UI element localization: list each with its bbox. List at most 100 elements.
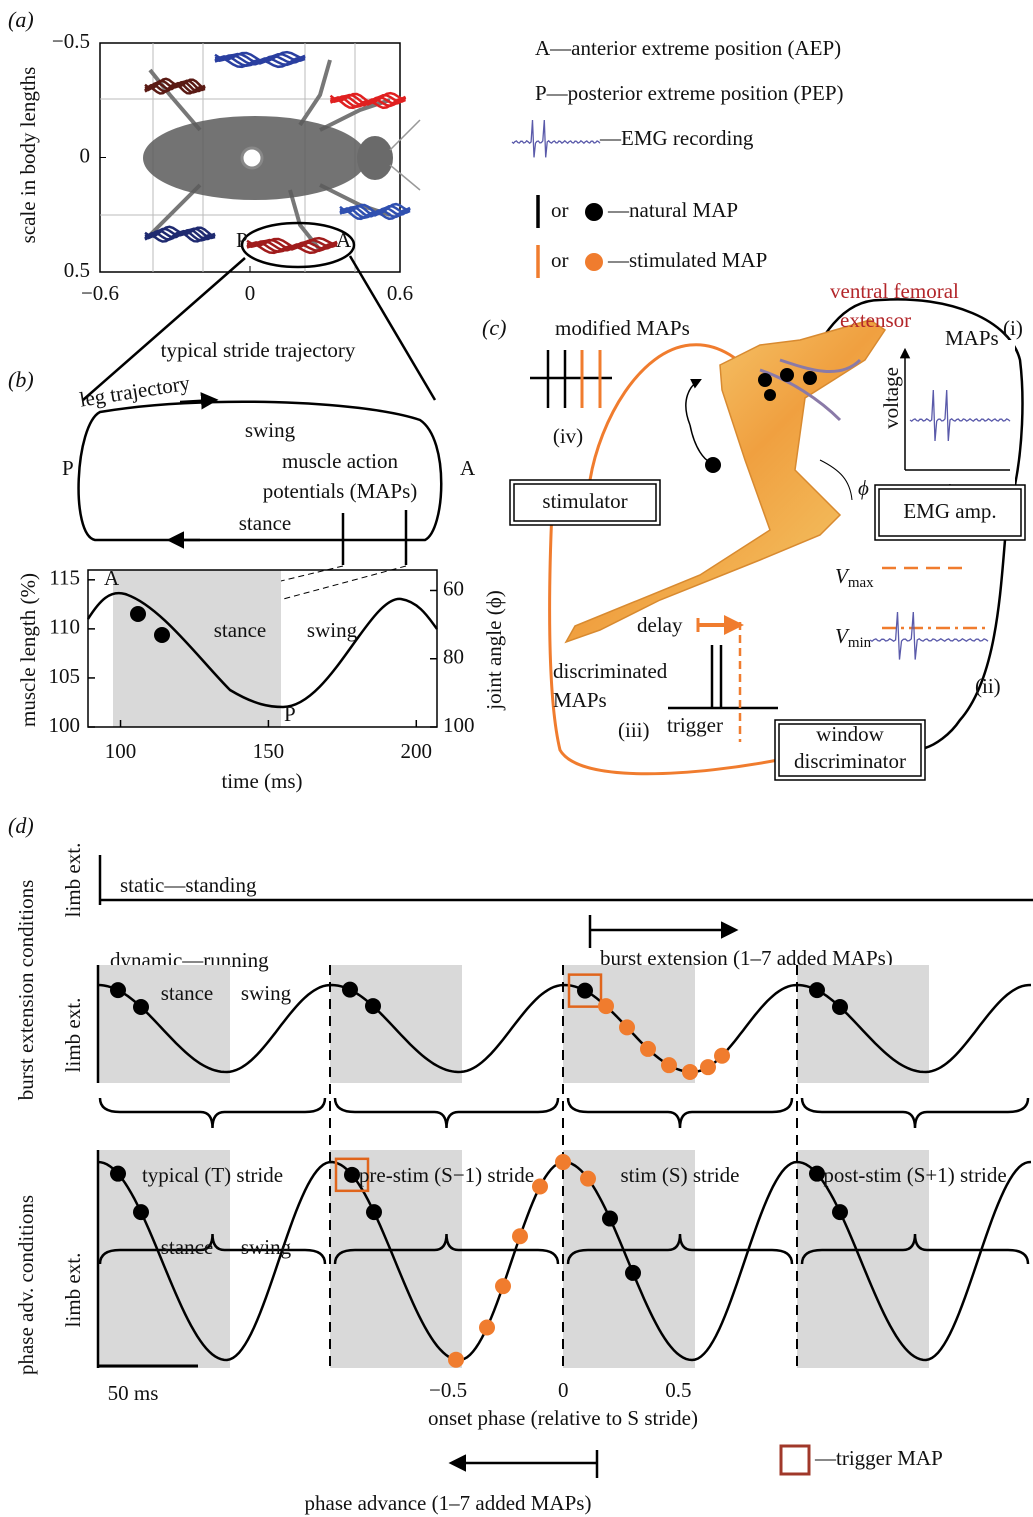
x-tick-label: 150 [253,739,285,763]
vmax-label: Vmax [835,564,874,592]
natural-map [832,1204,848,1220]
x-axis-label: onset phase (relative to S stride) [428,1406,698,1430]
delay-label: delay [637,613,683,637]
pep-label: P [236,228,248,252]
rotation-arrow [690,425,710,462]
stimulated-map [580,1171,596,1187]
stimulated-map [714,1048,730,1064]
discriminated-label: discriminated [553,659,668,683]
caption: typical stride trajectory [161,338,356,362]
x-tick-label: 0.5 [665,1378,691,1402]
panel-label: (d) [8,813,34,838]
stimulated-map [512,1228,528,1244]
aep-label: A [336,228,352,252]
natural-map [577,983,593,999]
phase-advance-label: phase advance (1–7 added MAPs) [305,1491,592,1515]
stimulated-map [598,998,614,1014]
angle-arc [820,460,852,500]
stance-label: stance [161,1235,213,1259]
natural-map [809,982,825,998]
voltage-label: voltage [879,367,903,429]
trigger-legend-box [781,1446,809,1474]
x-axis-label: time (ms) [221,769,302,793]
y-axis-label: scale in body lengths [16,67,40,244]
natural-map [344,1167,360,1183]
stride-label: post-stim (S+1) stride [823,1163,1006,1187]
map-dot [130,606,146,622]
stride-brace [568,1098,792,1128]
subscript: max [848,575,874,591]
figure: (a) P A scale in body lengths typical st… [0,0,1033,1517]
legend-emg: —EMG recording [599,126,754,150]
natural-map [133,1204,149,1220]
legend-pep: P—posterior extreme position (PEP) [535,81,844,105]
panel-label: (a) [8,7,34,32]
panel-c: (c) modified MAPs (iv) ϕ ventral femoral… [482,279,1025,780]
swing-label: swing [241,1235,292,1259]
stimulated-map [640,1041,656,1057]
muscle-label: extensor [840,308,911,332]
pep-label: P [284,702,296,726]
muscle-label: ventral femoral [830,279,959,303]
i-label: (i) [1003,316,1023,340]
window-label: window [816,722,885,746]
emg-amp-label: EMG amp. [903,499,996,523]
x-tick-label: 100 [105,739,137,763]
stimulated-map [700,1059,716,1075]
emg-trace [512,120,600,157]
y2-tick-label: 100 [443,713,475,737]
rotation-ball [705,457,721,473]
stimulated-map [495,1278,511,1294]
x-tick-label: 200 [401,739,433,763]
x-tick-label: 0 [245,281,256,305]
stride-label: pre-stim (S−1) stride [359,1163,534,1187]
stride-label: typical (T) stride [142,1163,283,1187]
stride-label: stim (S) stride [621,1163,740,1187]
stimulated-map [448,1352,464,1368]
trigger-label: trigger [667,713,723,737]
condition-label: phase adv. conditions [14,1195,38,1375]
emg-trace [870,612,988,660]
y2-tick-label: 80 [443,645,464,669]
legend-natural: —natural MAP [607,198,738,222]
stance-label: stance [214,618,266,642]
aep-label: A [104,566,120,590]
maps-label: muscle action [282,449,399,473]
natural-map [110,982,126,998]
aep-label: A [460,456,476,480]
natural-map [110,1166,126,1182]
zoom-line [350,256,435,400]
stimulated-map [555,1154,571,1170]
natural-map [625,1265,641,1281]
stride-brace [335,1098,558,1128]
static-label: static—standing [120,873,257,897]
stimulated-map [619,1019,635,1035]
window-label: discriminator [794,749,906,773]
natural-map [602,1211,618,1227]
rotation-arrow [686,380,700,425]
natural-dot [585,203,603,221]
emg-wire [925,540,1005,748]
swing-label: swing [307,618,358,642]
natural-map [365,998,381,1014]
pep-label: P [62,456,74,480]
legend-or: or [551,198,569,222]
iv-label: (iv) [553,424,583,448]
y2-axis-label: joint angle (ϕ) [482,590,506,711]
natural-map [832,999,848,1015]
stimulated-map [532,1179,548,1195]
axis-label: limb ext. [61,843,85,918]
y-tick-label: 0.5 [64,258,90,282]
stance-label: stance [161,981,213,1005]
stimulated-map [661,1057,677,1073]
stimulator-label: stimulator [542,489,627,513]
condition-label: burst extension conditions [14,880,38,1100]
maps-label: potentials (MAPs) [263,479,418,503]
trigger-legend-label: —trigger MAP [814,1446,943,1470]
scale-bar-label: 50 ms [108,1381,159,1405]
panel-a: P A scale in body lengths typical stride… [16,29,435,400]
y-tick-label: 105 [49,664,81,688]
x-tick-label: 0 [558,1378,569,1402]
map-dot [154,627,170,643]
axis-label: limb ext. [61,1253,85,1328]
